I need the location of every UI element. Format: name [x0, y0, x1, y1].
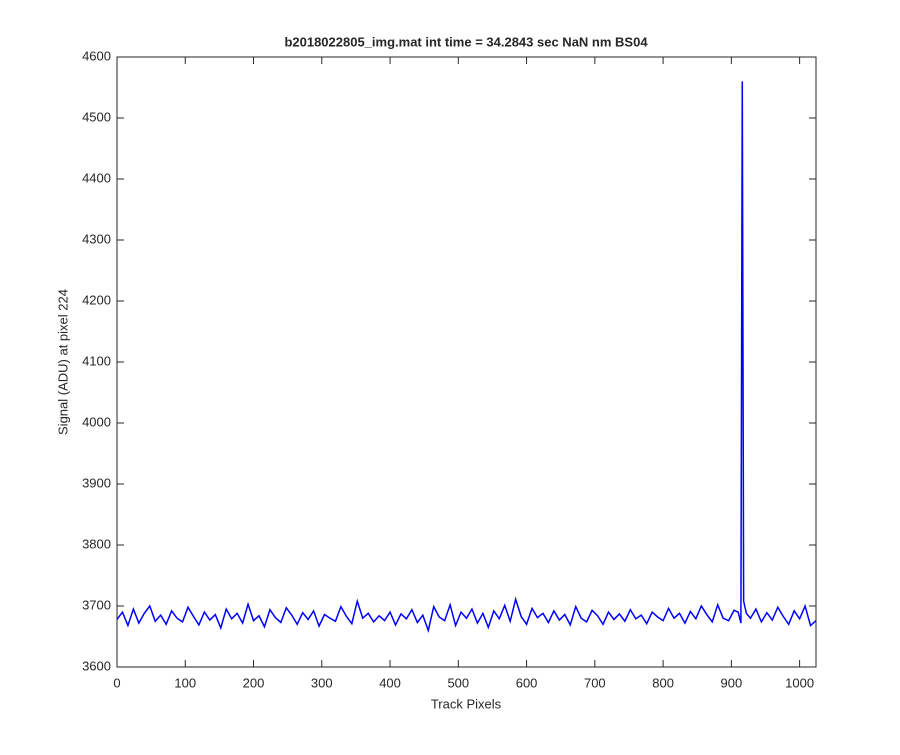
x-tick-label: 500 [447, 675, 469, 690]
y-tick-label: 4500 [82, 109, 111, 124]
y-tick-label: 4400 [82, 170, 111, 185]
data-line [116, 81, 817, 634]
x-tick-label: 700 [584, 675, 606, 690]
x-tick-label: 0 [113, 675, 120, 690]
x-tick-label: 300 [311, 675, 333, 690]
y-tick-label: 4300 [82, 231, 111, 246]
x-tick-label: 600 [516, 675, 538, 690]
y-tick-label: 4200 [82, 292, 111, 307]
y-tick-label: 4000 [82, 414, 111, 429]
y-tick-label: 4600 [82, 48, 111, 63]
y-tick-label: 3900 [82, 475, 111, 490]
x-tick-label: 200 [243, 675, 265, 690]
y-tick-label: 3600 [82, 658, 111, 673]
x-tick-label: 900 [721, 675, 743, 690]
x-tick-label: 400 [379, 675, 401, 690]
x-axis-label: Track Pixels [431, 696, 502, 711]
chart-title: b2018022805_img.mat int time = 34.2843 s… [284, 34, 648, 49]
x-tick-label: 800 [652, 675, 674, 690]
y-tick-label: 4100 [82, 353, 111, 368]
x-tick-label: 100 [174, 675, 196, 690]
x-tick-label: 1000 [785, 675, 814, 690]
y-tick-label: 3800 [82, 536, 111, 551]
y-tick-label: 3700 [82, 597, 111, 612]
y-axis-label: Signal (ADU) at pixel 224 [55, 289, 70, 435]
